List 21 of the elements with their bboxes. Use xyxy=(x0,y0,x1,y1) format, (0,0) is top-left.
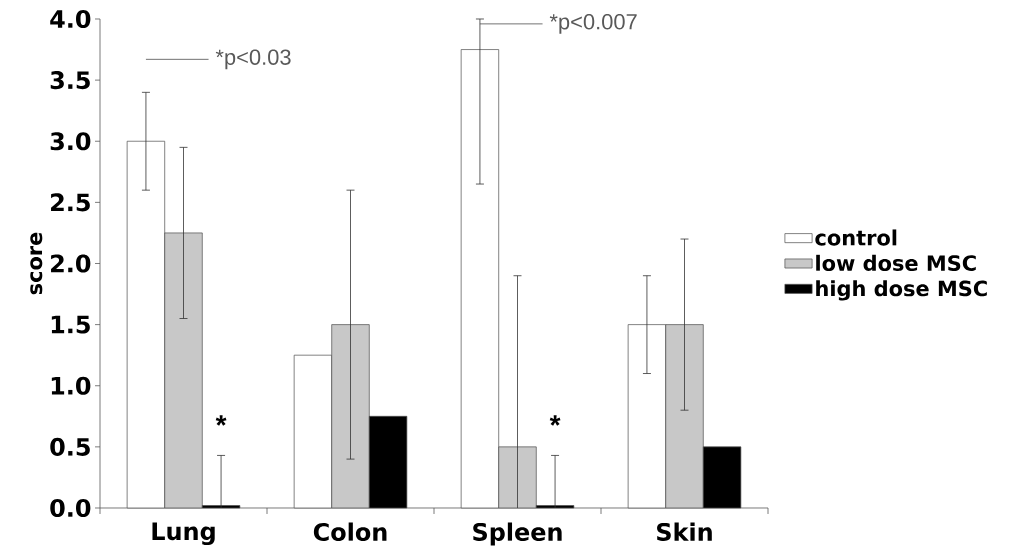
y-tick-label: 3.0 xyxy=(50,132,91,151)
y-tick-label: 1.5 xyxy=(51,315,90,334)
y-tick-label: 0.5 xyxy=(50,437,90,456)
annotation: * xyxy=(215,415,227,426)
x-tick-label: Spleen xyxy=(473,522,562,546)
x-tick-label: Colon xyxy=(313,522,387,542)
y-axis-title: score xyxy=(30,232,43,295)
legend-label: high dose MSC xyxy=(816,280,987,301)
x-tick-label: Lung xyxy=(152,522,215,546)
annotation: *p<0.03 xyxy=(215,49,291,70)
y-tick-label: 0.0 xyxy=(50,498,91,518)
y-tick-label: 2.5 xyxy=(51,193,90,212)
y-tick-label: 1.0 xyxy=(51,376,91,395)
legend-label: control xyxy=(815,229,897,246)
annotation: * xyxy=(549,415,561,426)
annotation: *p<0.007 xyxy=(549,13,637,34)
x-tick-label: Skin xyxy=(657,522,712,542)
y-tick-label: 2.0 xyxy=(51,254,91,273)
y-tick-label: 3.5 xyxy=(50,71,90,90)
legend-label: low dose MSC xyxy=(816,254,976,272)
y-tick-label: 4.0 xyxy=(50,9,91,29)
